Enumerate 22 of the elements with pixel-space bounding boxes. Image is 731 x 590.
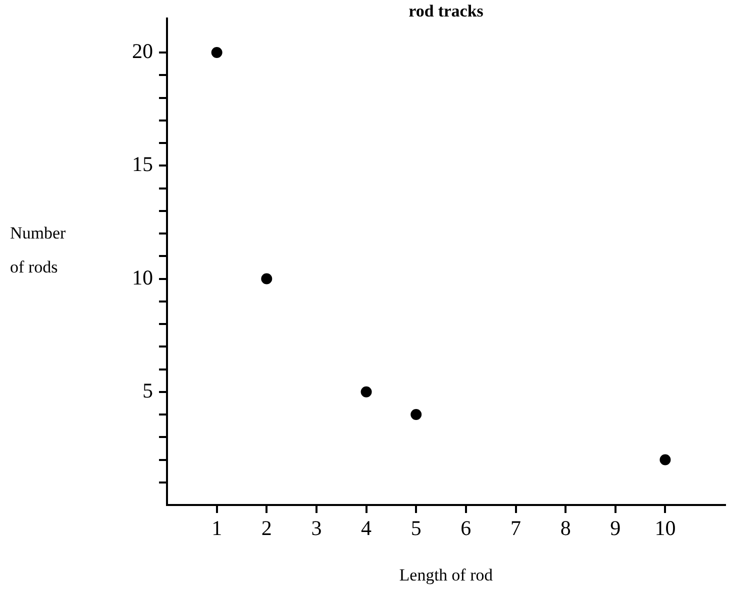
chart-title: rod tracks [408,1,484,20]
x-tick-label: 1 [212,516,222,540]
point [410,409,422,420]
point [660,454,671,466]
x-tick-label: 3 [311,516,322,540]
y-tick-label: 5 [142,378,153,402]
y-axis-title: Number of rods [10,223,66,276]
y-tick-label: 15 [132,152,153,176]
x-tick-label: 7 [510,516,521,540]
x-tick-label: 6 [460,516,472,540]
point [211,47,222,58]
x-tick-label: 4 [361,516,372,540]
x-tick-label: 9 [610,516,621,540]
point [261,273,272,284]
x-tick-label: 2 [261,516,272,540]
x-tick-label: 8 [560,516,571,540]
point [360,386,372,398]
x-tick-label: 5 [410,516,422,540]
x-axis-title: Length of rod [399,565,494,584]
y-tick-label: 20 [132,39,153,64]
y-tick-label: 10 [132,265,153,290]
x-tick-label: 10 [654,516,676,540]
